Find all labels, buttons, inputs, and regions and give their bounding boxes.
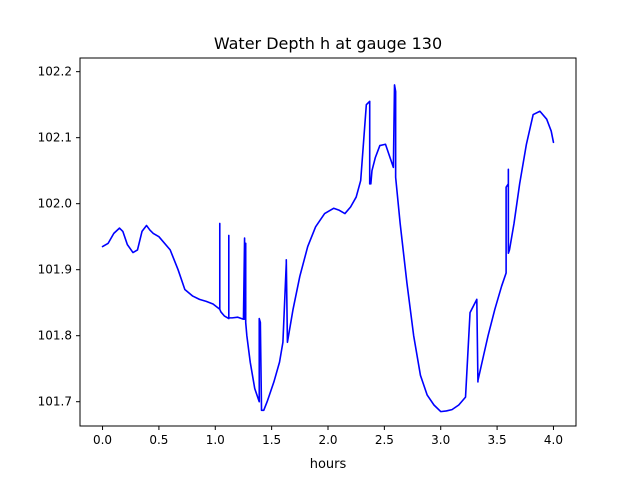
x-tick-label: 3.0 <box>431 433 450 447</box>
x-tick-label: 4.0 <box>544 433 563 447</box>
chart-title: Water Depth h at gauge 130 <box>214 34 442 53</box>
x-tick-label: 1.0 <box>206 433 225 447</box>
x-tick-label: 0.5 <box>149 433 168 447</box>
x-tick-label: 2.0 <box>318 433 337 447</box>
x-axis-ticks: 0.0 0.5 1.0 1.5 2.0 2.5 3.0 3.5 4.0 <box>93 426 563 447</box>
y-tick-label: 101.8 <box>38 329 72 343</box>
x-tick-label: 2.5 <box>375 433 394 447</box>
y-tick-label: 102.0 <box>38 197 72 211</box>
x-axis-label: hours <box>310 457 347 472</box>
x-tick-label: 0.0 <box>93 433 112 447</box>
plot-area <box>101 84 555 413</box>
y-tick-label: 102.1 <box>38 131 72 145</box>
y-axis-ticks: 101.7 101.8 101.9 102.0 102.1 102.2 <box>38 65 80 409</box>
y-tick-label: 101.7 <box>38 395 72 409</box>
y-tick-label: 102.2 <box>38 65 72 79</box>
x-tick-label: 1.5 <box>262 433 281 447</box>
y-tick-label: 101.9 <box>38 263 72 277</box>
data-series-line <box>101 84 555 413</box>
x-tick-label: 3.5 <box>488 433 507 447</box>
